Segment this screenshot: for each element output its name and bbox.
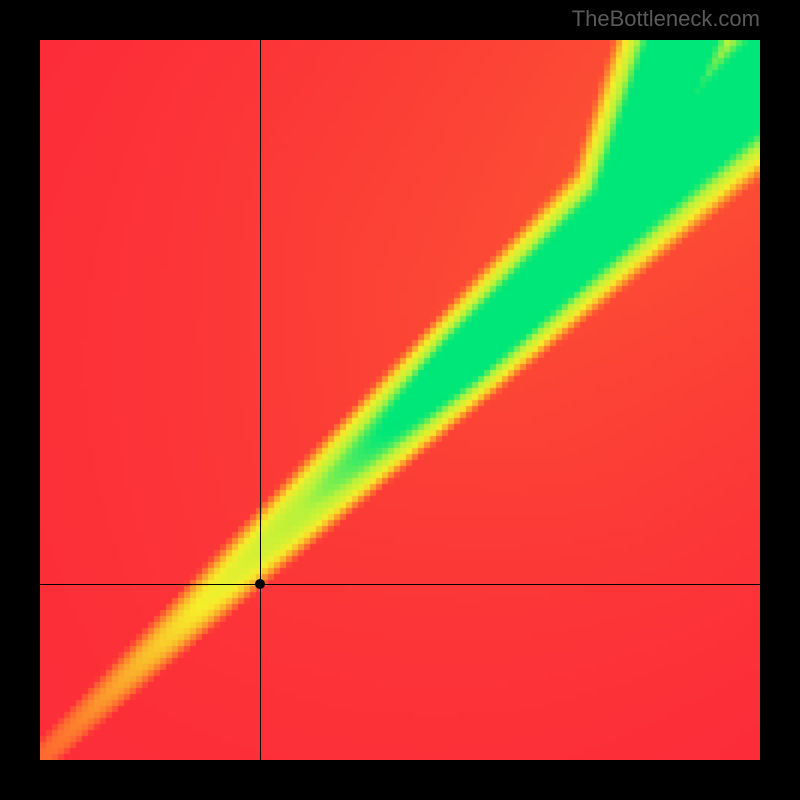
heatmap-plot: [40, 40, 760, 760]
heatmap-canvas: [40, 40, 760, 760]
crosshair-horizontal: [40, 584, 760, 585]
watermark-text: TheBottleneck.com: [572, 6, 760, 32]
crosshair-marker: [255, 579, 265, 589]
crosshair-vertical: [260, 40, 261, 760]
